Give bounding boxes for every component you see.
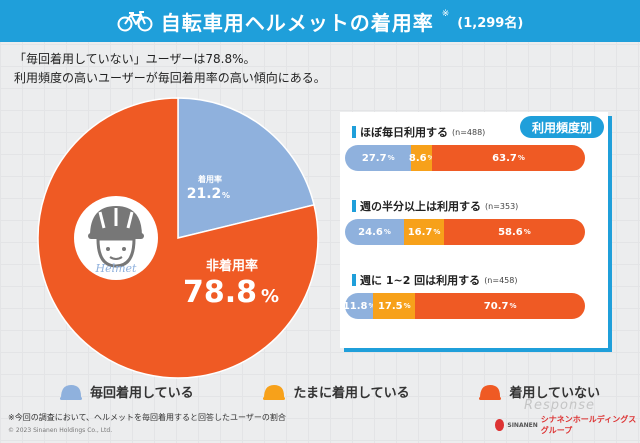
respondent-count: (1,299名) — [457, 15, 524, 31]
segment-pct: % — [403, 302, 411, 310]
worn-rate-label: 着用率 — [197, 174, 222, 184]
legend-label-always: 毎回着用している — [90, 386, 194, 401]
legend-item-always: 毎回着用している — [60, 382, 194, 401]
unworn-rate-value: 78.8 — [183, 275, 257, 310]
subtitle: 「毎回着用していない」ユーザーは78.8%。 利用頻度の高いユーザーが毎回着用率… — [14, 50, 326, 88]
segment-value: 63.7 — [492, 152, 517, 164]
group-category: 週の半分以上は利用する — [360, 200, 481, 213]
segment-value: 16.7 — [407, 226, 433, 238]
bar-segment-0-0: 27.7% — [345, 145, 412, 171]
helmet-text: Helmet — [95, 262, 138, 275]
copyright: © 2023 Sinanen Holdings Co., Ltd. — [8, 427, 113, 434]
bar-segment-0-2: 63.7% — [432, 145, 585, 171]
segment-value: 27.7 — [361, 152, 387, 164]
pie-slice-0 — [177, 97, 315, 239]
legend: 毎回着用している たまに着用している 着用していない — [60, 382, 600, 401]
group-n: (n=458) — [484, 275, 518, 285]
stacked-bar-0: 27.7%8.6%63.7% — [345, 145, 585, 171]
group-title-0: ほぼ毎日利用する (n=488) — [352, 124, 485, 140]
worn-rate-pct: % — [222, 191, 230, 200]
bar-segment-0-1: 8.6% — [408, 145, 435, 171]
bar-segment-1-0: 24.6% — [345, 219, 405, 245]
header-banner: 自転車用ヘルメットの着用率 ※ (1,299名) — [0, 0, 640, 42]
logo-mark-icon — [495, 419, 505, 431]
group-marker — [352, 274, 356, 286]
bar-segment-1-2: 58.6% — [444, 219, 585, 245]
page-title: 自転車用ヘルメットの着用率 — [160, 10, 434, 35]
logo-text: シナネンホールディングスグループ — [540, 415, 637, 435]
panel-badge: 利用頻度別 — [520, 116, 604, 138]
segment-value: 17.5 — [377, 300, 403, 312]
group-n: (n=488) — [452, 127, 486, 137]
stacked-bar-2: 11.8% 17.5% 70.7% — [342, 293, 585, 319]
subtitle-line-1: 「毎回着用していない」ユーザーは78.8%。 — [14, 52, 256, 66]
group-title-1: 週の半分以上は利用する (n=353) — [352, 198, 518, 214]
segment-pct: % — [523, 228, 531, 236]
legend-label-never: 着用していない — [509, 386, 600, 401]
segment-value: 58.6 — [498, 226, 523, 238]
group-title-2: 週に 1~2 回は利用する (n=458) — [352, 272, 517, 288]
segment-pct: % — [509, 302, 517, 310]
unworn-rate-label: 非着用率 — [206, 258, 258, 274]
subtitle-line-2: 利用頻度の高いユーザーが毎回着用率の高い傾向にある。 — [14, 71, 326, 85]
helmet-icon — [479, 384, 502, 400]
segment-value: 8.6 — [408, 152, 427, 164]
helmet-face-icon — [88, 206, 144, 268]
group-category: ほぼ毎日利用する — [360, 126, 448, 139]
bar-segment-1-1: 16.7% — [404, 219, 445, 245]
segment-value: 24.6 — [358, 226, 383, 238]
worn-rate-value: 21.2 — [187, 186, 222, 202]
stacked-bar-1: 24.6% 16.7% 58.6% — [345, 219, 585, 245]
legend-item-never: 着用していない — [479, 382, 600, 401]
logo-sub: SINANEN — [507, 421, 538, 429]
segment-pct: % — [433, 228, 441, 236]
segment-value: 11.8 — [342, 300, 368, 312]
watermark: Response — [524, 398, 596, 413]
group-n: (n=353) — [485, 201, 519, 211]
group-marker — [352, 126, 356, 138]
helmet-icon — [60, 384, 82, 400]
segment-pct: % — [387, 154, 395, 162]
title-note-mark: ※ — [441, 9, 450, 19]
legend-item-sometimes: たまに着用している — [263, 382, 410, 401]
segment-pct: % — [428, 154, 435, 162]
company-logo: SINANEN シナネンホールディングスグループ — [495, 414, 640, 436]
group-marker — [352, 200, 356, 212]
bar-segment-2-1: 17.5% — [373, 293, 416, 319]
pie-slice-2 — [37, 97, 319, 379]
helmet-icon — [263, 384, 286, 400]
segment-pct: % — [383, 228, 391, 236]
footnote: ※今回の調査において、ヘルメットを毎回着用すると回答したユーザーの割合 — [8, 413, 286, 422]
group-category: 週に 1~2 回は利用する — [360, 274, 481, 287]
segment-pct: % — [517, 154, 525, 162]
segment-value: 70.7 — [483, 300, 509, 312]
bar-segment-2-0: 11.8% — [342, 293, 376, 319]
unworn-rate-pct: % — [261, 286, 279, 307]
legend-label-sometimes: たまに着用している — [293, 386, 410, 401]
pie-chart: Helmet 着用率 21.2% 非着用率 78.8% — [28, 88, 328, 388]
bicycle-icon — [117, 11, 153, 32]
segment-pct: % — [368, 302, 376, 310]
bar-segment-2-2: 70.7% — [415, 293, 585, 319]
